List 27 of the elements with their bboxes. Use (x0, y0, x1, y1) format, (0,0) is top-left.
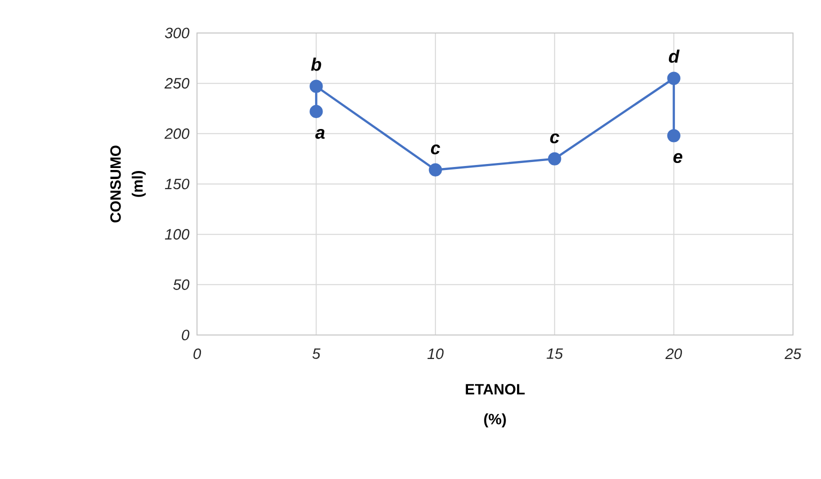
annotation: b (311, 58, 322, 71)
y-tick-label: 200 (164, 128, 190, 139)
annotation: d (668, 50, 680, 63)
point (667, 129, 680, 142)
x-tick-label: 0 (194, 348, 202, 360)
y-tick-label: 50 (173, 279, 190, 290)
point (310, 80, 323, 93)
x-tick-label: 20 (665, 348, 682, 360)
point (310, 104, 323, 118)
annotation: c (430, 144, 440, 154)
annotation: c (550, 133, 560, 144)
x-tick-label: 10 (427, 348, 444, 360)
y-tick-label: 150 (164, 178, 190, 190)
y-tick-label: 100 (164, 229, 190, 240)
point (548, 152, 562, 166)
annotation: e (673, 153, 682, 164)
annotation: a (315, 129, 325, 139)
text: ETANOL (%) (466, 384, 525, 428)
point (428, 163, 442, 176)
x-tick-label: 25 (784, 348, 802, 360)
y-axis-title: CONSUMO (ml) (110, 146, 146, 222)
y-tick-label: 0 (182, 330, 190, 340)
point (667, 72, 680, 85)
y-tick-label: 300 (164, 28, 190, 38)
y-tick-label: 250 (164, 78, 190, 89)
x-tick-label: 5 (312, 348, 320, 359)
x-tick-label: 15 (546, 348, 563, 359)
